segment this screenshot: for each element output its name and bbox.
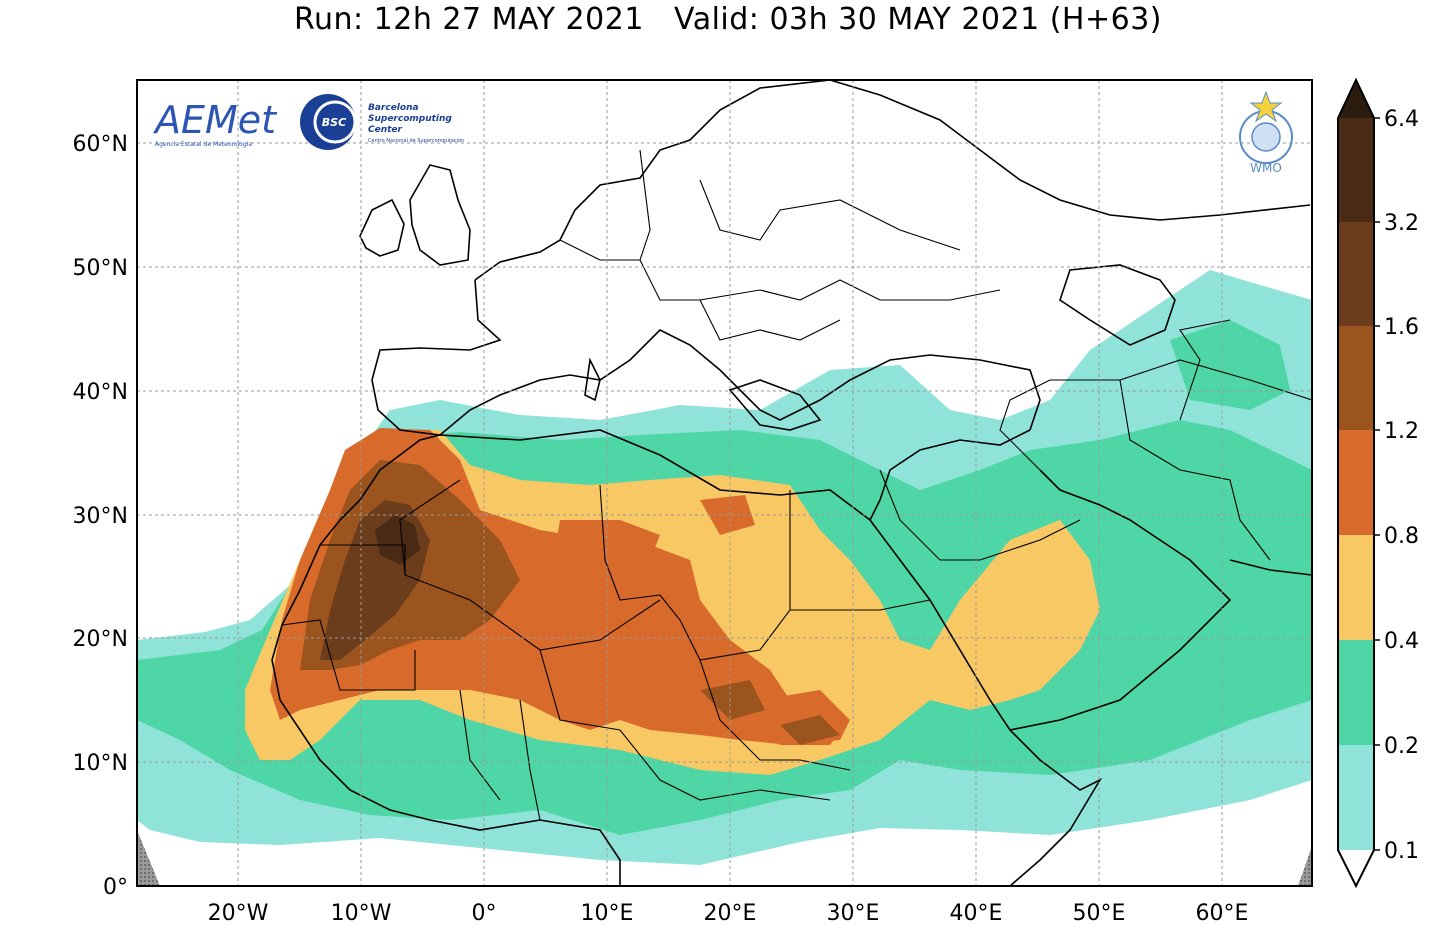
- lon-tick-label: 20°W: [208, 901, 269, 926]
- svg-text:Agencia Estatal de Meteorologí: Agencia Estatal de Meteorología: [155, 141, 252, 148]
- colorbar-level-label: 0.2: [1384, 734, 1419, 759]
- svg-text:WMO: WMO: [1250, 161, 1282, 175]
- lon-tick-label: 20°E: [704, 901, 757, 926]
- latitude-axis: 60°N 50°N 40°N 30°N 20°N 10°N 0°: [73, 132, 128, 900]
- dust-layer-3.2: [375, 515, 420, 565]
- no-data-area-left: [137, 830, 160, 886]
- colorbar-band: [1338, 535, 1374, 640]
- wmo-star-icon: [1249, 90, 1283, 123]
- lat-tick-label: 0°: [103, 875, 128, 900]
- colorbar-band: [1338, 118, 1374, 222]
- no-data-area-right: [1298, 846, 1312, 886]
- colorbar-level-label: 3.2: [1384, 211, 1419, 236]
- bsc-logo: BSC Barcelona Supercomputing Center Cent…: [300, 94, 464, 150]
- lat-tick-label: 40°N: [73, 380, 128, 405]
- svg-text:AEMet: AEMet: [152, 98, 278, 142]
- colorbar-extend-max: [1338, 80, 1374, 118]
- lon-tick-label: 10°W: [331, 901, 392, 926]
- svg-text:BSC: BSC: [322, 116, 346, 129]
- lon-tick-label: 0°: [472, 901, 497, 926]
- map-panel[interactable]: AEMet Agencia Estatal de Meteorología BS…: [137, 80, 1312, 886]
- colorbar-band: [1338, 745, 1374, 850]
- map-frame: [136, 79, 1313, 887]
- lon-tick-label: 60°E: [1196, 901, 1249, 926]
- colorbar-level-label: 1.6: [1384, 315, 1419, 340]
- colorbar-band: [1338, 430, 1374, 535]
- colorbar-level-label: 1.2: [1384, 419, 1419, 444]
- lat-tick-label: 20°N: [73, 627, 128, 652]
- wmo-logo: WMO: [1239, 90, 1293, 175]
- longitude-axis: 20°W 10°W 0° 10°E 20°E 30°E 40°E 50°E 60…: [208, 901, 1249, 926]
- lon-tick-label: 30°E: [827, 901, 880, 926]
- colorbar-extend-min: [1338, 850, 1374, 886]
- lon-tick-label: 40°E: [950, 901, 1003, 926]
- colorbar-level-label: 0.8: [1384, 524, 1419, 549]
- svg-text:Barcelona: Barcelona: [368, 103, 419, 113]
- lat-tick-label: 10°N: [73, 751, 128, 776]
- colorbar-level-label: 0.1: [1384, 839, 1419, 864]
- colorbar-band: [1338, 326, 1374, 430]
- colorbar-band: [1338, 222, 1374, 326]
- svg-text:Centro Nacional de Supercomput: Centro Nacional de Supercomputación: [368, 137, 464, 144]
- bsc-badge-icon: [300, 94, 356, 150]
- graticule: [137, 80, 1312, 886]
- lon-tick-label: 50°E: [1073, 901, 1126, 926]
- svg-text:Center: Center: [368, 125, 403, 135]
- colorbar: 6.4 3.2 1.6 1.2 0.8 0.4 0.2 0.1: [1337, 77, 1419, 889]
- colorbar-level-label: 0.4: [1384, 629, 1419, 654]
- aemet-logo: AEMet Agencia Estatal de Meteorología: [152, 98, 278, 148]
- map-title: Run: 12h 27 MAY 2021 Valid: 03h 30 MAY 2…: [294, 2, 1162, 37]
- lat-tick-label: 30°N: [73, 504, 128, 529]
- lon-tick-label: 10°E: [581, 901, 634, 926]
- colorbar-band: [1338, 640, 1374, 745]
- lat-tick-label: 60°N: [73, 132, 128, 157]
- country-borders: [281, 149, 1312, 821]
- svg-text:Supercomputing: Supercomputing: [368, 114, 452, 124]
- lat-tick-label: 50°N: [73, 256, 128, 281]
- colorbar-level-label: 6.4: [1384, 107, 1419, 132]
